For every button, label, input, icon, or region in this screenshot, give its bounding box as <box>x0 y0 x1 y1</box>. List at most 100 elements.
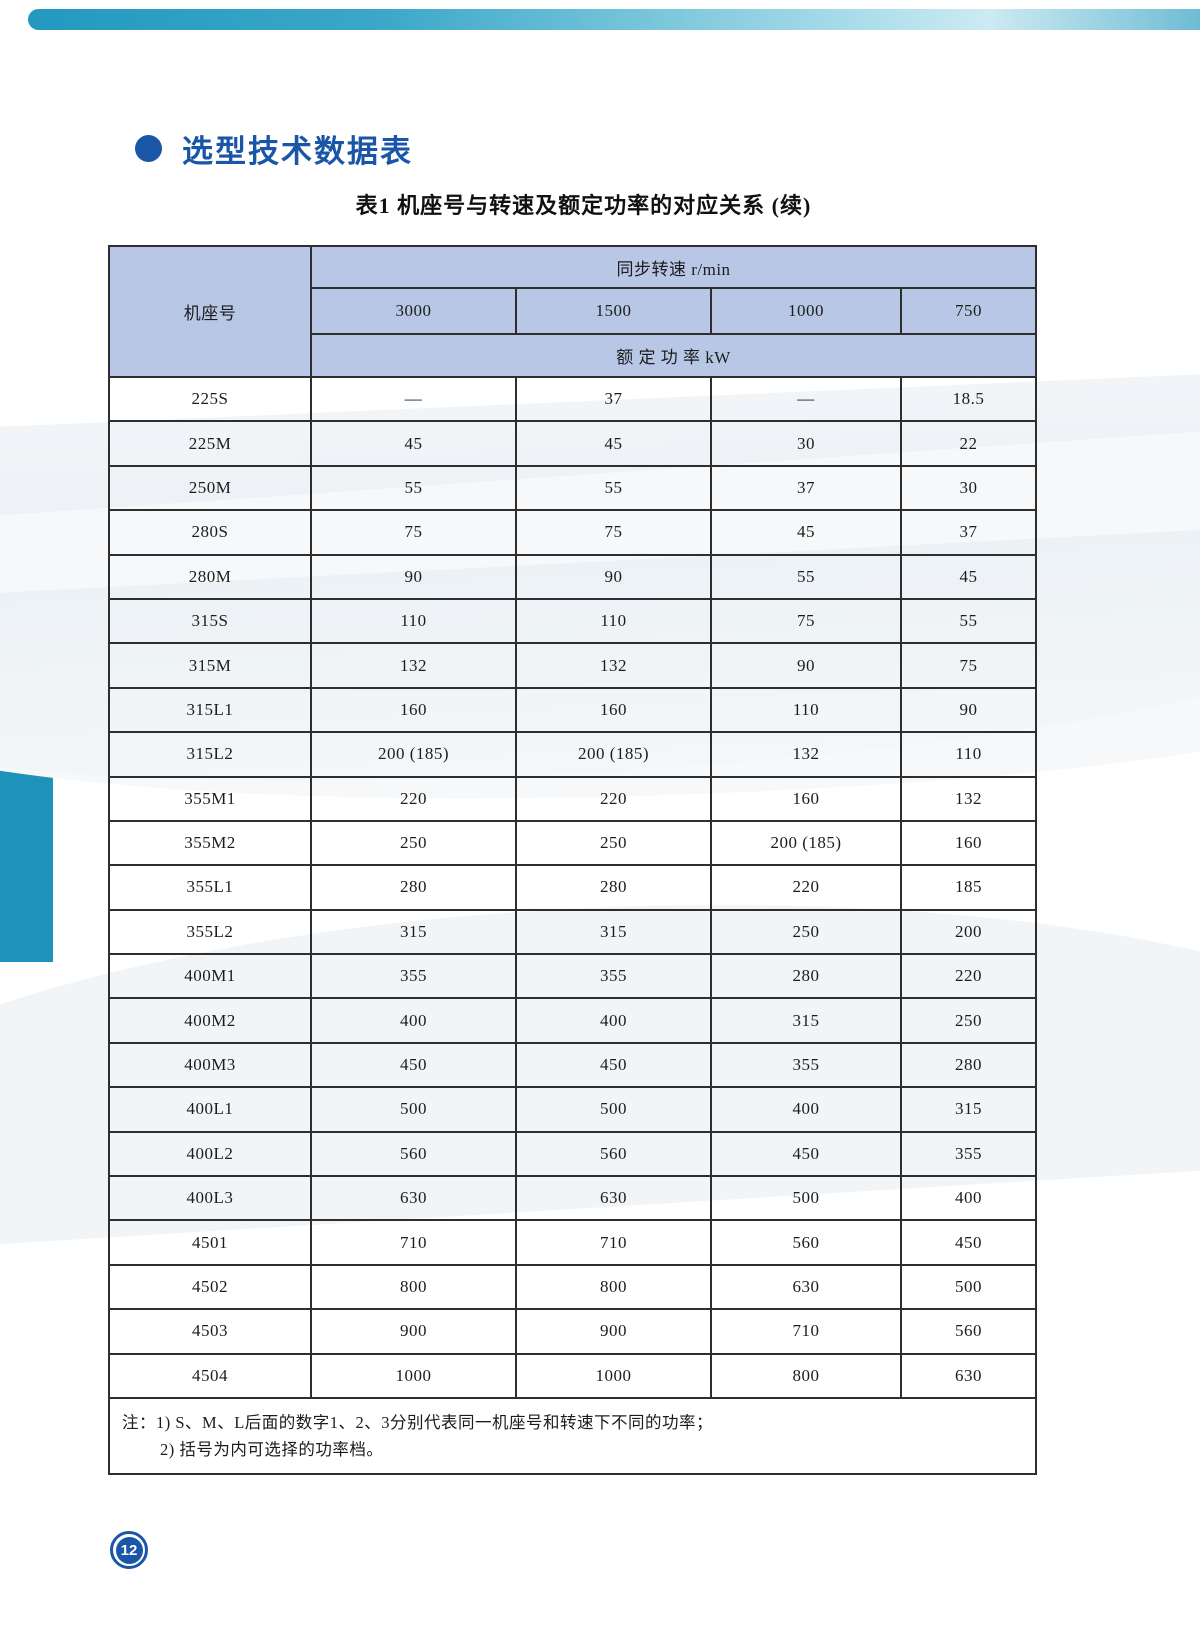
power-value-cell: 500 <box>710 1175 902 1222</box>
power-value-cell: 250 <box>710 908 902 956</box>
power-value-cell: 315 <box>899 1086 1038 1133</box>
power-value-cell: 315 <box>515 908 712 956</box>
frame-size-cell: 355M1 <box>108 775 312 822</box>
power-value-cell: 75 <box>710 597 902 645</box>
power-value-cell: 800 <box>310 1263 517 1311</box>
decorative-top-bar <box>28 9 1200 30</box>
table-body: 225S —37—18.5 225M 45 45 30 22 250M 55 55 37 30 280S… <box>108 375 1038 1399</box>
table-row: 355M2 250 250 200 (185) 160 <box>108 819 1038 867</box>
power-value-cell: 630 <box>710 1263 902 1311</box>
power-value-cell: 37 <box>515 375 712 423</box>
power-value-cell: 30 <box>710 420 902 467</box>
power-value-cell: 280 <box>710 953 902 1000</box>
power-value-cell: 185 <box>899 864 1038 911</box>
table-row: 400M2 400 400 315 250 <box>108 997 1038 1044</box>
power-value-cell: 55 <box>899 597 1038 645</box>
frame-size-cell: 280M <box>108 553 312 600</box>
power-value-cell: 450 <box>310 1041 517 1089</box>
power-value-cell: 250 <box>899 997 1038 1044</box>
frame-size-cell: 315L2 <box>108 731 312 778</box>
frame-size-cell: 280S <box>108 509 312 556</box>
frame-size-cell: 355L2 <box>108 908 312 956</box>
table-row: 4501 710 710 560 450 <box>108 1219 1038 1266</box>
power-value-cell: — <box>310 375 517 423</box>
power-value-cell: 37 <box>899 509 1038 556</box>
table-row: 315S 110 110 75 55 <box>108 597 1038 645</box>
power-value-cell: 30 <box>899 464 1038 512</box>
power-value-cell: 160 <box>310 686 517 734</box>
frame-size-cell: 355M2 <box>108 819 312 867</box>
power-value-cell: 200 <box>899 908 1038 956</box>
power-value-cell: 800 <box>515 1263 712 1311</box>
page-number-badge: 12 <box>110 1531 148 1569</box>
power-value-cell: 110 <box>899 731 1038 778</box>
table-row: 4504 1000 1000 800 630 <box>108 1352 1038 1399</box>
power-value-cell: 200 (185) <box>310 731 517 778</box>
power-value-cell: 710 <box>515 1219 712 1266</box>
power-value-cell: 630 <box>899 1352 1038 1399</box>
frame-size-cell: 400M1 <box>108 953 312 1000</box>
frame-size-cell: 400M2 <box>108 997 312 1044</box>
power-value-cell: 560 <box>310 1130 517 1178</box>
power-value-cell: 400 <box>710 1086 902 1133</box>
power-value-cell: 355 <box>515 953 712 1000</box>
power-value-cell: 355 <box>710 1041 902 1089</box>
power-value-cell: 220 <box>899 953 1038 1000</box>
power-value-cell: 132 <box>515 642 712 689</box>
power-value-cell: 800 <box>710 1352 902 1399</box>
table-row: 225M 45 45 30 22 <box>108 420 1038 467</box>
power-value-cell: 90 <box>310 553 517 600</box>
power-value-cell: 55 <box>515 464 712 512</box>
power-value-cell: 55 <box>710 553 902 600</box>
power-value-cell: 315 <box>710 997 902 1044</box>
frame-size-cell: 315S <box>108 597 312 645</box>
frame-size-cell: 400L2 <box>108 1130 312 1178</box>
power-value-cell: 500 <box>899 1263 1038 1311</box>
power-value-cell: 45 <box>899 553 1038 600</box>
note-line-1: 注：1) S、M、L后面的数字1、2、3分别代表同一机座号和转速下不同的功率； <box>122 1412 714 1432</box>
table-row: 280S 75 75 45 37 <box>108 509 1038 556</box>
table-row: 355M1 220 220 160 132 <box>108 775 1038 822</box>
power-value-cell: 90 <box>710 642 902 689</box>
table-row: 400L3 630 630 500 400 <box>108 1175 1038 1222</box>
frame-size-cell: 4502 <box>108 1263 312 1311</box>
frame-size-cell: 400L1 <box>108 1086 312 1133</box>
power-value-cell: 110 <box>710 686 902 734</box>
power-value-cell: 560 <box>710 1219 902 1266</box>
power-value-cell: 1000 <box>310 1352 517 1399</box>
power-value-cell: 90 <box>899 686 1038 734</box>
table-row: 400M3 450 450 355 280 <box>108 1041 1038 1089</box>
power-value-cell: 37 <box>710 464 902 512</box>
table-footer: 注：1) S、M、L后面的数字1、2、3分别代表同一机座号和转速下不同的功率； … <box>107 1396 1038 1475</box>
section-title: 选型技术数据表 <box>182 134 413 169</box>
power-value-cell: 450 <box>710 1130 902 1178</box>
frame-size-cell: 4501 <box>108 1219 312 1266</box>
power-value-cell: 45 <box>710 509 902 556</box>
power-value-cell: 220 <box>310 775 517 822</box>
page-number: 12 <box>115 1536 143 1564</box>
frame-size-cell: 4504 <box>108 1352 312 1399</box>
frame-size-header-cell: 机座号 <box>108 245 312 378</box>
power-value-cell: 45 <box>515 420 712 467</box>
power-value-cell: 132 <box>899 775 1038 822</box>
power-value-cell: 45 <box>310 420 517 467</box>
power-value-cell: 500 <box>310 1086 517 1133</box>
table-row: 400L1 500 500 400 315 <box>108 1086 1038 1133</box>
power-value-cell: 200 (185) <box>515 731 712 778</box>
power-value-cell: 400 <box>310 997 517 1044</box>
bullet-icon <box>135 135 162 162</box>
power-value-cell: 450 <box>515 1041 712 1089</box>
table-row: 355L2 315 315 250 200 <box>108 908 1038 956</box>
power-value-cell: 55 <box>310 464 517 512</box>
power-value-cell: 400 <box>515 997 712 1044</box>
power-value-cell: 450 <box>899 1219 1038 1266</box>
power-value-cell: 90 <box>515 553 712 600</box>
power-value-cell: 560 <box>899 1308 1038 1355</box>
power-value-cell: — <box>710 375 902 423</box>
power-value-cell: 160 <box>899 819 1038 867</box>
power-value-cell: 160 <box>515 686 712 734</box>
power-value-cell: 250 <box>310 819 517 867</box>
table-row: 400M1 355 355 280 220 <box>108 953 1038 1000</box>
header-row-speeds: 3000 1500 1000 750 <box>109 287 1038 335</box>
header-row-power-group: 额 定 功 率 kW <box>109 333 1038 378</box>
